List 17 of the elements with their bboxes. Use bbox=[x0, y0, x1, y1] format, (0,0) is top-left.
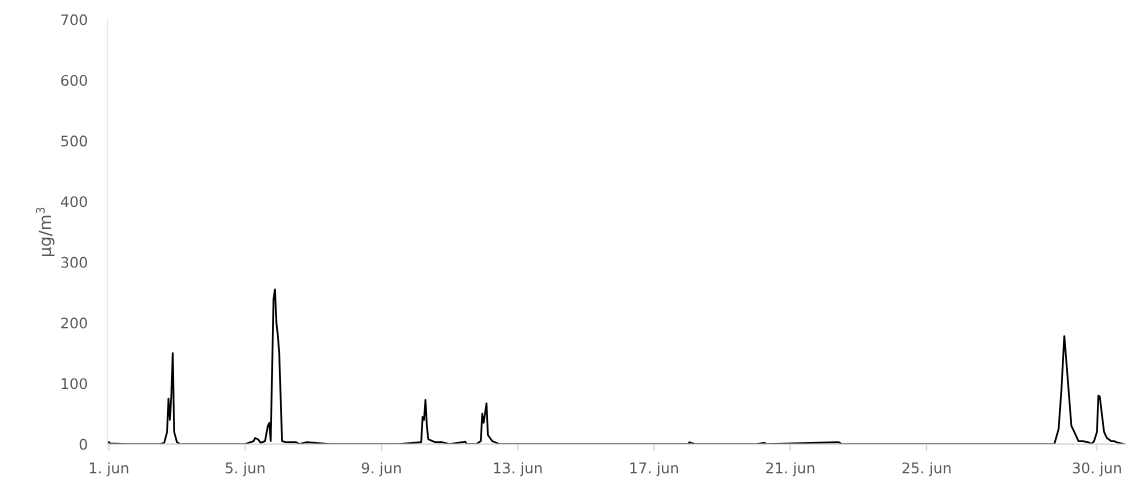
x-tick-label: 13. jun bbox=[494, 462, 542, 477]
x-tick-label: 21. jun bbox=[766, 462, 815, 477]
y-tick-label: 0 bbox=[79, 438, 88, 450]
x-tick-label: 25. jun bbox=[902, 462, 951, 477]
y-tick-label: 200 bbox=[61, 317, 88, 329]
x-tick-label: 9. jun bbox=[361, 462, 401, 477]
y-tick-label: 500 bbox=[61, 135, 88, 147]
y-tick-label: 600 bbox=[61, 74, 88, 86]
y-tick-label: 100 bbox=[61, 378, 88, 390]
x-tick-label: 30. jun bbox=[1072, 462, 1121, 477]
y-tick-label: 700 bbox=[61, 14, 88, 26]
x-tick-label: 5. jun bbox=[225, 462, 265, 477]
y-axis-title: µg/m$^{3}$ bbox=[35, 207, 55, 256]
y-tick-label: 400 bbox=[60, 196, 88, 208]
x-tick-label: 1. jun bbox=[89, 462, 129, 477]
y-tick-label: 300 bbox=[61, 256, 88, 268]
x-tick-label: 17. jun bbox=[630, 462, 678, 477]
